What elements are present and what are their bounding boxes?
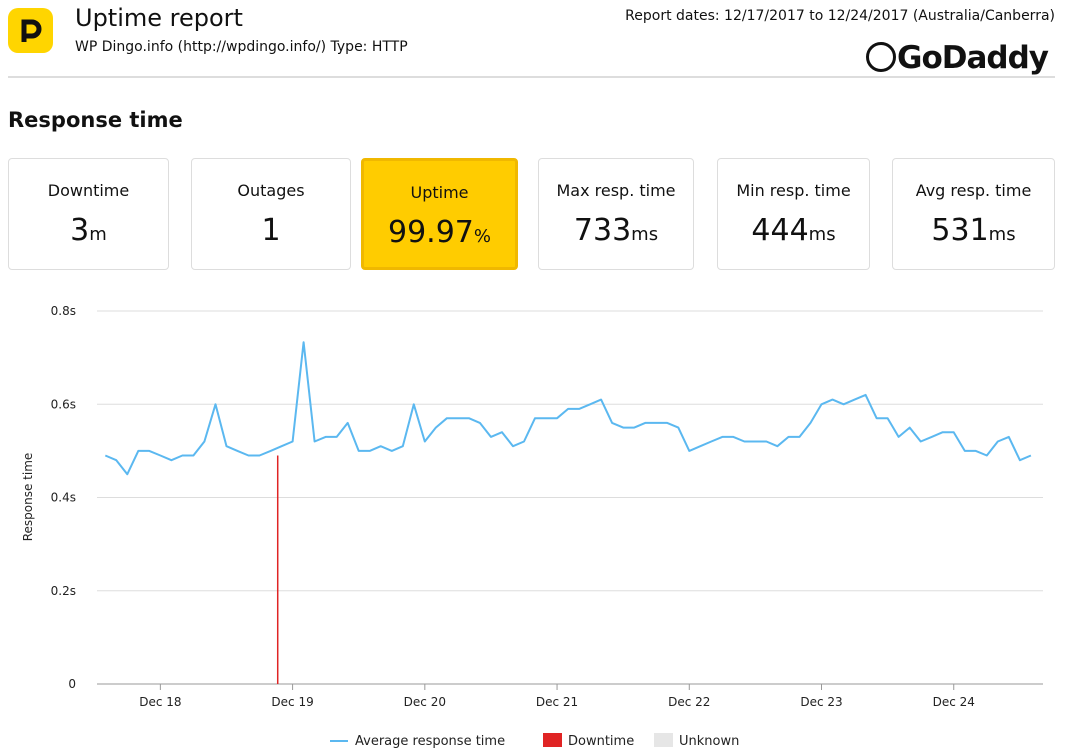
y-tick-label: 0.2s	[51, 584, 76, 598]
x-tick-label: Dec 24	[933, 695, 975, 709]
stat-card: Uptime 99.97%	[361, 158, 518, 270]
stat-value: 531	[931, 213, 989, 248]
stat-value-row: 444ms	[718, 213, 869, 248]
stat-card: Avg resp. time 531ms	[892, 158, 1055, 270]
y-tick-label: 0.6s	[51, 397, 76, 411]
app-logo	[8, 8, 53, 53]
y-tick-label: 0.8s	[51, 304, 76, 318]
stat-value-row: 733ms	[539, 213, 693, 248]
report-title: Uptime report	[75, 4, 243, 32]
stat-value-row: 99.97%	[364, 215, 515, 250]
stat-value: 733	[573, 213, 632, 248]
x-tick-label: Dec 23	[800, 695, 842, 709]
x-tick-label: Dec 20	[404, 695, 446, 709]
y-tick-label: 0	[68, 677, 76, 691]
stat-value: 99.97	[388, 215, 474, 250]
stat-unit: ms	[988, 224, 1016, 245]
stat-label: Avg resp. time	[915, 181, 1032, 200]
stat-value: 1	[261, 213, 281, 248]
stat-unit: m	[89, 224, 107, 245]
y-tick-label: 0.4s	[51, 491, 76, 505]
legend-label: Downtime	[568, 734, 634, 749]
x-tick-label: Dec 21	[536, 695, 578, 709]
stat-value: 3	[70, 213, 90, 248]
x-tick-label: Dec 19	[271, 695, 313, 709]
stat-label: Uptime	[410, 183, 469, 202]
response-line	[104, 341, 1032, 476]
stat-label: Min resp. time	[736, 181, 851, 200]
stat-value-row: 3m	[9, 213, 168, 248]
brand-logo: GoDaddy	[897, 40, 1049, 76]
stat-card: Min resp. time 444ms	[717, 158, 870, 270]
stat-card: Max resp. time 733ms	[538, 158, 694, 270]
stat-value-row: 531ms	[893, 213, 1054, 248]
brand-icon	[866, 42, 896, 72]
app-logo-glyph	[21, 19, 42, 42]
stat-card: Downtime 3m	[8, 158, 169, 270]
stat-label: Max resp. time	[556, 181, 676, 200]
stat-unit: %	[473, 226, 491, 247]
x-tick-label: Dec 22	[668, 695, 710, 709]
legend-swatch	[654, 733, 673, 747]
stat-value: 444	[751, 213, 809, 248]
stat-unit: ms	[631, 224, 659, 245]
stat-unit: ms	[808, 224, 836, 245]
x-tick-label: Dec 18	[139, 695, 181, 709]
y-axis-label: Response time	[21, 453, 35, 542]
legend-label: Average response time	[355, 734, 505, 749]
legend-swatch	[543, 733, 562, 747]
section-title: Response time	[8, 108, 183, 132]
stat-value-row: 1	[192, 213, 350, 248]
stat-label: Outages	[237, 181, 305, 200]
report-subtitle: WP Dingo.info (http://wpdingo.info/) Typ…	[75, 39, 408, 55]
stat-label: Downtime	[47, 181, 130, 200]
legend-label: Unknown	[679, 734, 739, 749]
report-dates: Report dates: 12/17/2017 to 12/24/2017 (…	[625, 8, 1055, 24]
stat-card: Outages 1	[191, 158, 351, 270]
